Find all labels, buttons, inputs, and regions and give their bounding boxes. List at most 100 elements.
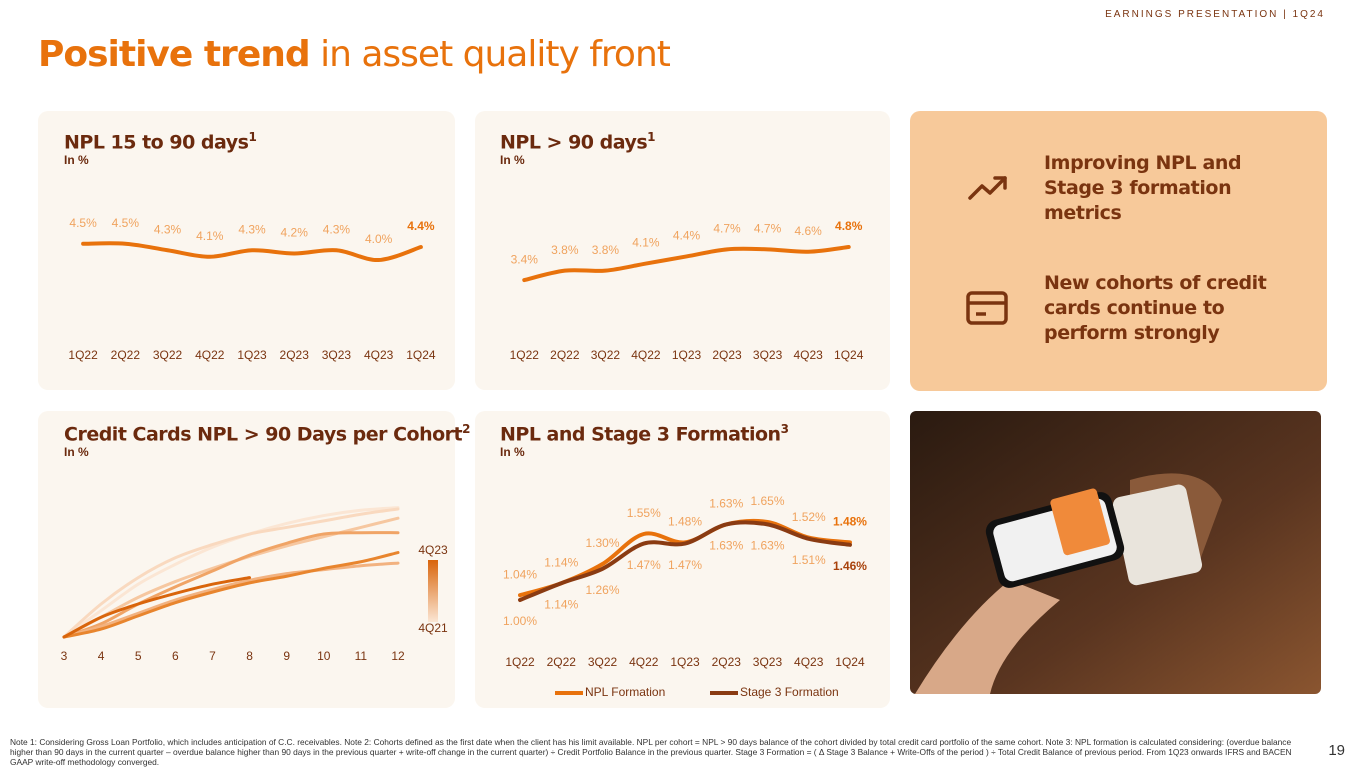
title-rest: in asset quality front [320,34,671,75]
x-tick-label: 3Q22 [153,348,183,362]
x-tick-label: 3 [61,649,68,663]
value-label: 1.46% [833,559,867,573]
legend-gradient [428,560,438,622]
x-tick-label: 2Q22 [550,348,580,362]
value-label: 1.48% [668,515,702,529]
trend-icon [968,176,1007,200]
value-label: 1.26% [585,583,619,597]
panel [475,411,890,708]
value-label: 1.14% [544,555,578,569]
highlight-text: Improving NPL and Stage 3 formation metr… [1044,152,1242,224]
value-label: 1.00% [503,614,537,628]
x-tick-label: 9 [283,649,290,663]
value-label: 4.1% [196,229,224,243]
chart-subtitle: In % [64,153,89,167]
series-line [522,245,851,283]
note-ref: 2 [462,422,470,436]
value-label: 4.1% [632,236,660,250]
value-label: 1.65% [750,494,784,508]
chart-title-text: NPL and Stage 3 Formation [500,423,781,446]
x-tick-label: 4Q22 [195,348,225,362]
value-label: 3.8% [592,243,620,257]
x-tick-label: 11 [355,649,368,663]
x-tick-label: 4Q23 [794,655,824,669]
x-tick-label: 12 [391,649,405,663]
x-tick-label: 4Q22 [631,348,661,362]
card-icon [966,291,1008,325]
note-ref: 3 [780,422,789,436]
series-line [62,507,400,639]
legend-label: NPL Formation [585,685,665,699]
x-tick-label: 1Q22 [505,655,535,669]
value-label: 3.8% [551,243,579,257]
chart-subtitle: In % [500,153,525,167]
x-tick-label: 4Q23 [793,348,823,362]
x-tick-label: 6 [172,649,179,663]
value-label: 4.3% [323,222,351,236]
x-tick-label: 1Q24 [834,348,864,362]
value-label: 1.51% [792,553,826,567]
series-line [518,520,852,602]
x-tick-label: 8 [246,649,253,663]
value-label: 3.4% [511,252,539,266]
x-tick-label: 1Q24 [835,655,865,669]
footnote: Note 1: Considering Gross Loan Portfolio… [10,737,1292,767]
page-number: 19 [1328,742,1345,759]
x-tick-label: 2Q22 [547,655,577,669]
value-label: 4.3% [238,222,266,236]
chart-subtitle: In % [64,445,89,459]
value-label: 4.7% [713,222,741,236]
slide-title: Positive trend in asset quality front [38,34,671,75]
x-tick-label: 10 [317,649,331,663]
value-label: 1.47% [668,558,702,572]
x-tick-label: 2Q23 [712,655,742,669]
value-label: 1.55% [627,506,661,520]
x-tick-label: 1Q22 [68,348,98,362]
value-label: 4.7% [754,222,782,236]
series-line [62,561,400,639]
value-label: 4.4% [407,219,435,233]
callout-panel [910,111,1327,391]
value-label: 1.14% [544,597,578,611]
value-label: 4.5% [112,216,140,230]
panel [38,411,455,708]
series-line [62,531,400,639]
value-label: 1.47% [627,558,661,572]
photo [910,411,1321,694]
series-line [62,576,252,639]
header: EARNINGS PRESENTATION | 1Q24 [1105,9,1325,20]
value-label: 1.63% [750,539,784,553]
chart-subtitle: In % [500,445,525,459]
value-label: 4.0% [365,232,393,246]
series-line [81,241,423,263]
legend-label: 4Q21 [418,621,448,635]
value-label: 1.30% [585,536,619,550]
chart-title: Credit Cards NPL > 90 Days per Cohort2 [64,422,470,445]
x-tick-label: 5 [135,649,142,663]
value-label: 1.63% [709,497,743,511]
value-label: 1.52% [792,510,826,524]
legend-label: 4Q23 [418,543,448,557]
chart-title: NPL 15 to 90 days1 [64,130,257,154]
value-label: 1.48% [833,515,867,529]
value-label: 1.63% [709,539,743,553]
title-highlight: Positive trend [38,34,311,75]
x-tick-label: 1Q23 [670,655,700,669]
x-tick-label: 1Q23 [672,348,702,362]
value-label: 4.8% [835,219,863,233]
x-tick-label: 3Q22 [591,348,621,362]
value-label: 4.2% [281,226,309,240]
x-tick-label: 4 [98,649,105,663]
value-label: 1.04% [503,567,537,581]
value-label: 4.3% [154,222,182,236]
chart-title: NPL and Stage 3 Formation3 [500,422,789,446]
x-tick-label: 3Q23 [753,655,783,669]
x-tick-label: 1Q24 [406,348,436,362]
series-line [62,516,400,639]
value-label: 4.5% [69,216,97,230]
value-label: 4.6% [794,224,822,238]
chart-title-text: Credit Cards NPL > 90 Days per Cohort [64,423,463,446]
chart-title-text: NPL 15 to 90 days [64,131,249,154]
